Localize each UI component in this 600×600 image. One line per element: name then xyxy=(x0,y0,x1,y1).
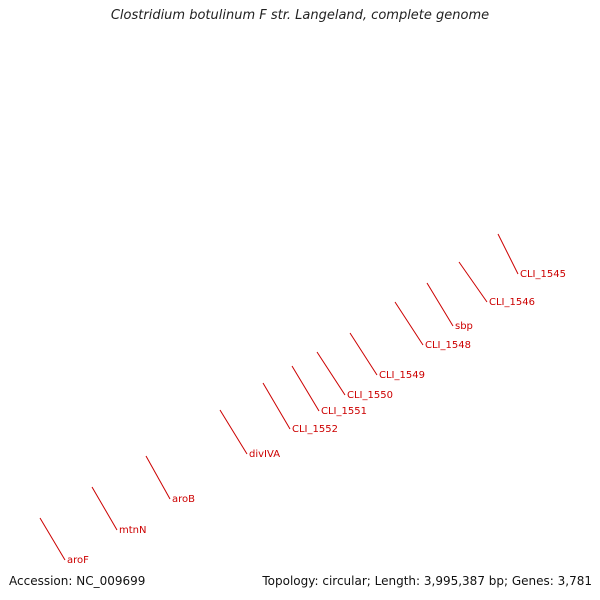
gene-label-diviva[interactable]: divIVA xyxy=(249,449,280,460)
gene-leader-line xyxy=(316,351,346,396)
gene-leader-line xyxy=(458,261,488,303)
gene-leader-line xyxy=(219,409,248,455)
gene-leader-line xyxy=(497,233,519,275)
gene-label-arof[interactable]: aroF xyxy=(67,555,89,566)
gene-label-cli_1551[interactable]: CLI_1551 xyxy=(321,406,367,417)
gene-label-cli_1548[interactable]: CLI_1548 xyxy=(425,340,471,351)
gene-leader-line xyxy=(91,486,118,531)
gene-label-cli_1545[interactable]: CLI_1545 xyxy=(520,269,566,280)
gene-leader-line xyxy=(291,365,320,412)
gene-leader-line xyxy=(39,517,66,561)
genome-title: Clostridium botulinum F str. Langeland, … xyxy=(110,8,490,23)
gene-label-cli_1550[interactable]: CLI_1550 xyxy=(347,390,393,401)
gene-leader-line xyxy=(262,382,291,430)
gene-leader-line xyxy=(145,455,171,500)
gene-label-arob[interactable]: aroB xyxy=(172,494,195,505)
gene-label-cli_1552[interactable]: CLI_1552 xyxy=(292,424,338,435)
gene-leader-line xyxy=(349,332,378,376)
gene-leader-line xyxy=(394,301,424,346)
accession-text: Accession: NC_009699 xyxy=(9,574,146,588)
gene-label-cli_1549[interactable]: CLI_1549 xyxy=(379,370,425,381)
genome-summary-text: Topology: circular; Length: 3,995,387 bp… xyxy=(262,574,592,588)
gene-leader-line xyxy=(426,282,454,327)
gene-label-sbp[interactable]: sbp xyxy=(455,321,473,332)
gene-label-mtnn[interactable]: mtnN xyxy=(119,525,146,536)
gene-label-cli_1546[interactable]: CLI_1546 xyxy=(489,297,535,308)
